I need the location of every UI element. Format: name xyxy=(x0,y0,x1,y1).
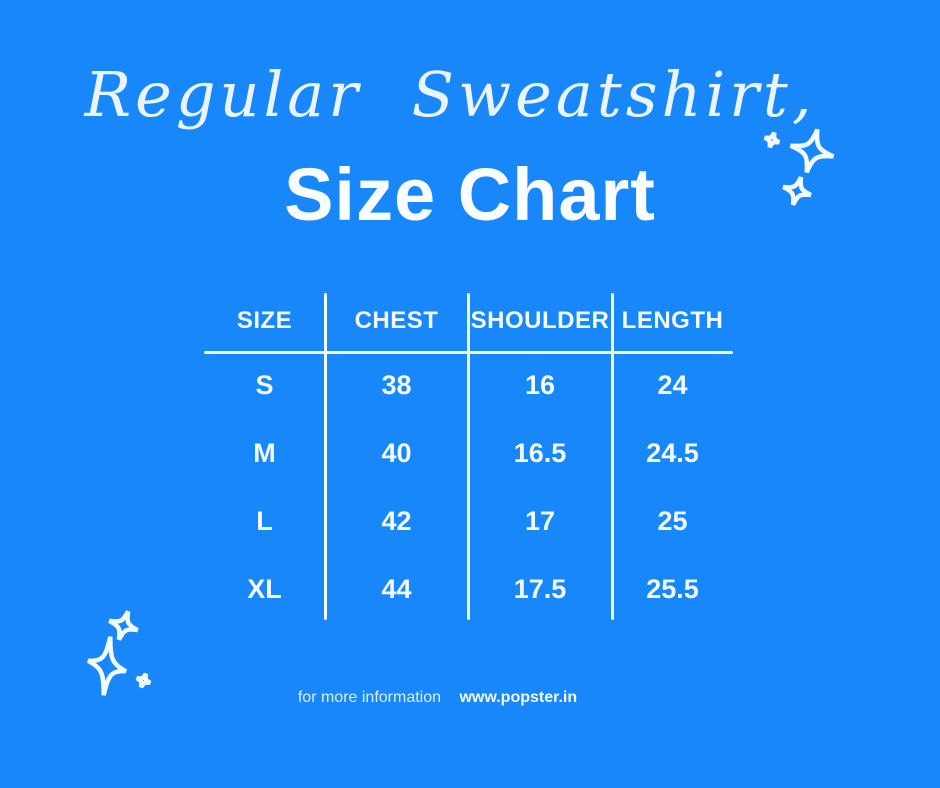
table-divider-vertical-2 xyxy=(467,293,470,620)
size-table: SIZE CHEST SHOULDER LENGTH S 38 16 24 M … xyxy=(204,291,733,625)
table-cell-m-chest: 40 xyxy=(381,437,412,468)
column-header-length: LENGTH xyxy=(621,307,724,334)
column-header-shoulder: SHOULDER xyxy=(470,307,610,334)
table-cell-xl-length: 25.5 xyxy=(646,573,699,604)
product-name-script: Regular Sweatshirt, xyxy=(84,58,816,131)
column-header-size: SIZE xyxy=(236,307,293,334)
sparkles-top-right-icon xyxy=(756,114,848,222)
row-label-l: L xyxy=(256,505,273,536)
row-label-s: S xyxy=(255,369,274,400)
table-cell-s-chest: 38 xyxy=(381,369,412,400)
table-cell-s-length: 24 xyxy=(657,369,688,400)
page-title: Size Chart xyxy=(284,153,656,236)
sparkles-bottom-left-icon xyxy=(80,603,168,708)
footer-website: www.popster.in xyxy=(459,689,578,706)
table-cell-xl-chest: 44 xyxy=(381,573,412,604)
table-cell-m-length: 24.5 xyxy=(646,437,699,468)
table-cell-l-length: 25 xyxy=(657,505,688,536)
column-header-chest: CHEST xyxy=(354,307,439,334)
table-grid: SIZE CHEST SHOULDER LENGTH S 38 16 24 M … xyxy=(204,291,733,625)
table-divider-vertical-1 xyxy=(324,293,327,620)
table-cell-l-chest: 42 xyxy=(381,505,412,536)
table-header-rule xyxy=(204,351,733,354)
table-cell-s-shoulder: 16 xyxy=(524,369,556,400)
table-cell-xl-shoulder: 17.5 xyxy=(513,573,567,604)
row-label-xl: XL xyxy=(247,573,282,604)
table-divider-vertical-3 xyxy=(611,293,614,620)
table-cell-m-shoulder: 16.5 xyxy=(513,437,567,468)
footer: for more information www.popster.in xyxy=(0,689,875,707)
table-cell-l-shoulder: 17 xyxy=(524,505,556,536)
row-label-m: M xyxy=(253,437,276,468)
footer-note: for more information xyxy=(297,689,442,706)
